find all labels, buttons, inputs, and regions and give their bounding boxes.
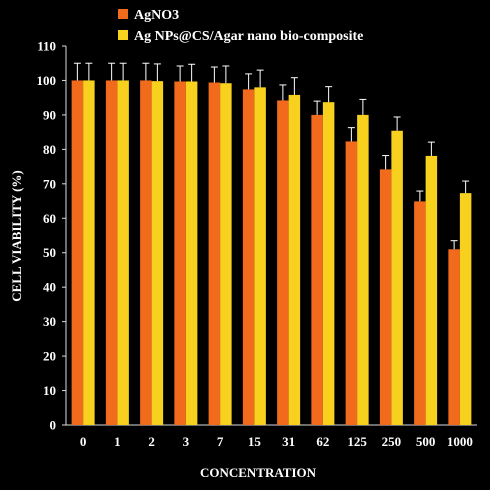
bar-agno3 xyxy=(208,82,221,425)
x-tick-label: 7 xyxy=(217,434,224,449)
x-tick-label: 2 xyxy=(148,434,155,449)
legend-label-composite: Ag NPs@CS/Agar nano bio-composite xyxy=(134,29,363,44)
bar-agno3 xyxy=(414,201,426,425)
y-tick-label: 40 xyxy=(43,280,56,295)
bar-composite xyxy=(254,87,266,425)
bar-composite xyxy=(357,114,369,425)
bar-agno3 xyxy=(140,80,152,426)
x-ticks-group: 0 1 2 3 7 15 31 62 125 250 500 1000 xyxy=(80,434,473,449)
x-axis-title: CONCENTRATION xyxy=(200,465,317,480)
x-tick-label: 500 xyxy=(416,434,436,449)
bar-agno3 xyxy=(242,89,255,426)
bar-agno3 xyxy=(71,80,84,426)
x-tick-label: 125 xyxy=(347,434,367,449)
y-tick-label: 20 xyxy=(43,349,56,364)
y-tick-label: 10 xyxy=(43,383,56,398)
bar-composite xyxy=(288,94,301,426)
bars-group xyxy=(71,62,472,426)
bar-agno3 xyxy=(379,169,392,425)
x-tick-label: 31 xyxy=(282,434,295,449)
bar-agno3 xyxy=(277,100,289,426)
y-tick-label: 50 xyxy=(43,245,56,260)
bar-composite xyxy=(117,80,129,426)
y-tick-label: 100 xyxy=(37,73,57,88)
bar-agno3 xyxy=(311,114,323,425)
bar-composite xyxy=(220,83,232,425)
y-tick-label: 0 xyxy=(50,418,57,433)
x-tick-label: 15 xyxy=(248,434,262,449)
x-tick-label: 1000 xyxy=(447,434,473,449)
y-tick-label: 60 xyxy=(43,211,56,226)
bar-composite xyxy=(391,130,403,425)
y-tick-label: 90 xyxy=(43,107,56,122)
bar-composite xyxy=(185,81,198,425)
legend-label-agno3: AgNO3 xyxy=(134,8,179,23)
y-axis-title: CELL VIABILITY (%) xyxy=(9,170,24,301)
bar-agno3 xyxy=(345,141,358,425)
bar-agno3 xyxy=(105,80,118,426)
y-ticks-group: 0 10 20 30 40 50 60 70 80 90 100 110 xyxy=(37,39,66,433)
legend-swatch-composite xyxy=(118,30,128,40)
legend: AgNO3 Ag NPs@CS/Agar nano bio-composite xyxy=(118,8,363,44)
legend-swatch-agno3 xyxy=(118,9,128,19)
bar-composite xyxy=(151,81,164,425)
bar-composite xyxy=(425,155,438,425)
bar-agno3 xyxy=(174,81,186,425)
bar-composite xyxy=(83,80,95,426)
y-tick-label: 80 xyxy=(43,142,56,157)
x-tick-label: 0 xyxy=(80,434,87,449)
x-tick-label: 62 xyxy=(316,434,329,449)
y-tick-label: 110 xyxy=(37,39,56,54)
x-tick-label: 250 xyxy=(382,434,402,449)
x-tick-label: 3 xyxy=(183,434,190,449)
bar-agno3 xyxy=(448,249,460,425)
bar-composite xyxy=(459,193,472,425)
bar-composite xyxy=(322,102,335,425)
x-tick-label: 1 xyxy=(114,434,121,449)
y-tick-label: 70 xyxy=(43,176,56,191)
y-tick-label: 30 xyxy=(43,314,56,329)
